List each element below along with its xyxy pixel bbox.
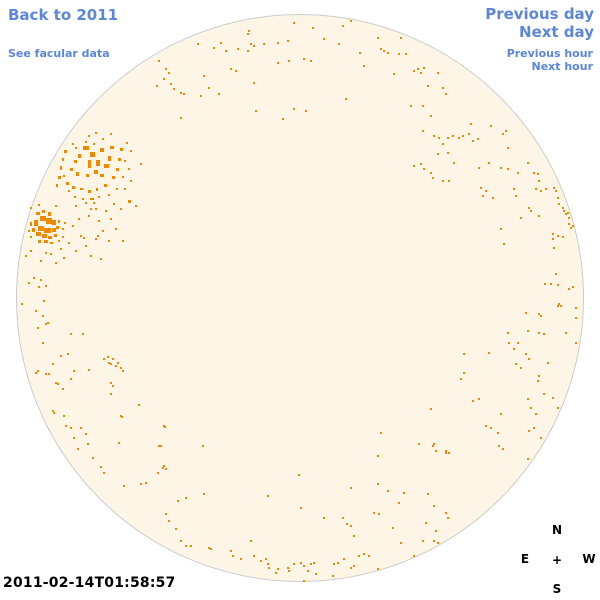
compass-west-label: W bbox=[582, 552, 596, 566]
previous-hour-link[interactable]: Previous hour bbox=[506, 47, 593, 60]
back-to-year-link[interactable]: Back to 2011 bbox=[8, 6, 119, 24]
hour-navigation: Previous hour Next hour bbox=[507, 47, 593, 73]
compass-north-label: N bbox=[551, 523, 563, 537]
next-day-link[interactable]: Next day bbox=[519, 23, 594, 41]
next-hour-link[interactable]: Next hour bbox=[531, 60, 594, 73]
solar-disk bbox=[16, 14, 584, 582]
observation-timestamp: 2011-02-14T01:58:57 bbox=[3, 575, 176, 591]
compass-south-label: S bbox=[552, 582, 562, 596]
compass-center-mark: + bbox=[551, 553, 563, 567]
previous-day-link[interactable]: Previous day bbox=[485, 5, 594, 23]
see-facular-data-link[interactable]: See facular data bbox=[8, 47, 110, 60]
day-navigation: Previous day Next day bbox=[485, 5, 594, 41]
compass-east-label: E bbox=[520, 552, 530, 566]
